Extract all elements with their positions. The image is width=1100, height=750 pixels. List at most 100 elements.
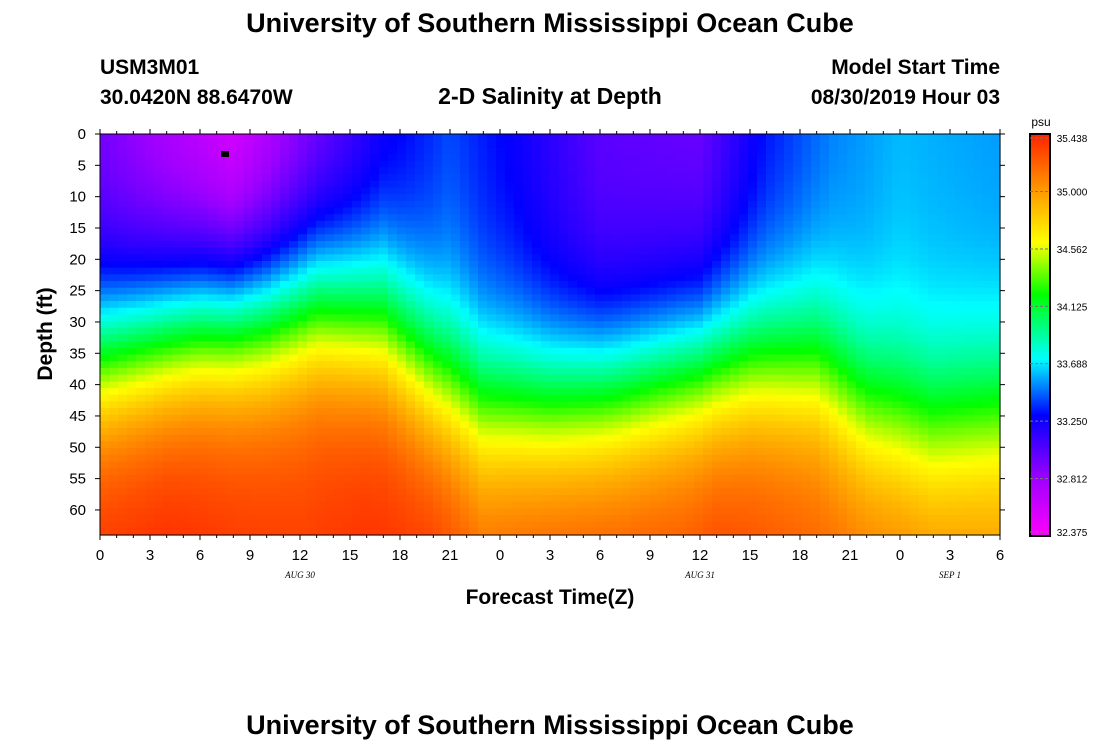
heat-cell bbox=[658, 180, 668, 189]
heat-cell bbox=[631, 381, 641, 389]
heat-cell bbox=[577, 341, 587, 349]
heat-cell bbox=[289, 421, 299, 429]
heat-cell bbox=[595, 187, 605, 195]
heat-cell bbox=[649, 448, 659, 456]
heat-cell bbox=[487, 314, 497, 322]
heat-cell bbox=[793, 301, 803, 309]
heat-cell bbox=[199, 281, 209, 289]
heat-cell bbox=[388, 214, 398, 222]
heat-cell bbox=[235, 180, 245, 189]
heat-cell bbox=[766, 140, 776, 148]
heat-cell bbox=[235, 227, 245, 235]
heat-cell bbox=[181, 301, 191, 309]
heat-cell bbox=[334, 301, 344, 309]
heat-cell bbox=[325, 160, 335, 169]
heat-cell bbox=[568, 134, 578, 142]
heat-cell bbox=[118, 481, 128, 489]
heat-cell bbox=[577, 140, 587, 148]
heat-cell bbox=[172, 327, 182, 336]
heat-cell bbox=[766, 468, 776, 476]
heat-cell bbox=[298, 501, 308, 509]
heat-cell bbox=[478, 307, 488, 316]
heat-cell bbox=[712, 267, 722, 275]
heat-cell bbox=[145, 474, 155, 483]
heat-cell bbox=[703, 501, 713, 509]
heat-cell bbox=[586, 374, 596, 382]
heat-cell bbox=[172, 260, 182, 269]
heat-cell bbox=[307, 260, 317, 269]
heat-cell bbox=[361, 321, 371, 329]
heat-cell bbox=[190, 160, 200, 169]
heat-cell bbox=[514, 401, 524, 409]
heat-cell bbox=[604, 387, 614, 396]
heat-cell bbox=[712, 468, 722, 476]
heat-cell bbox=[271, 521, 281, 529]
heat-cell bbox=[721, 387, 731, 396]
heat-cell bbox=[244, 274, 254, 282]
heat-cell bbox=[748, 434, 758, 443]
heat-cell bbox=[496, 220, 506, 229]
heat-cell bbox=[244, 468, 254, 476]
heat-cell bbox=[451, 481, 461, 489]
heat-cell bbox=[505, 521, 515, 529]
heat-cell bbox=[118, 488, 128, 496]
heat-cell bbox=[802, 180, 812, 189]
heat-cell bbox=[622, 240, 632, 249]
heat-cell bbox=[568, 187, 578, 195]
heat-cell bbox=[406, 167, 416, 175]
heat-cell bbox=[415, 488, 425, 496]
heat-cell bbox=[325, 521, 335, 529]
heat-cell bbox=[397, 401, 407, 409]
heat-cell bbox=[478, 501, 488, 509]
heat-cell bbox=[262, 154, 272, 162]
heat-cell bbox=[253, 394, 263, 402]
heat-cell bbox=[442, 508, 452, 516]
heat-cell bbox=[748, 334, 758, 342]
heat-cell bbox=[739, 294, 749, 302]
heat-cell bbox=[307, 287, 317, 295]
heat-cell bbox=[118, 274, 128, 282]
heat-cell bbox=[100, 454, 110, 463]
heat-cell bbox=[307, 220, 317, 229]
heat-cell bbox=[631, 174, 641, 182]
heat-cell bbox=[127, 321, 137, 329]
heat-cell bbox=[244, 374, 254, 382]
heat-cell bbox=[559, 234, 569, 242]
heat-cell bbox=[424, 307, 434, 316]
heat-cell bbox=[595, 441, 605, 449]
heat-cell bbox=[154, 434, 164, 443]
heat-cell bbox=[298, 408, 308, 416]
heat-cell bbox=[172, 214, 182, 222]
heat-cell bbox=[199, 381, 209, 389]
heat-cell bbox=[568, 267, 578, 275]
heat-cell bbox=[586, 220, 596, 229]
heat-cell bbox=[766, 454, 776, 463]
heat-cell bbox=[379, 294, 389, 302]
heat-cell bbox=[424, 134, 434, 142]
heat-cell bbox=[757, 294, 767, 302]
heat-cell bbox=[478, 194, 488, 202]
heat-cell bbox=[487, 134, 497, 142]
heat-cell bbox=[145, 528, 155, 536]
heat-cell bbox=[523, 154, 533, 162]
heat-cell bbox=[559, 468, 569, 476]
heat-cell bbox=[694, 167, 704, 175]
heat-cell bbox=[226, 281, 236, 289]
heat-cell bbox=[460, 414, 470, 422]
heat-cell bbox=[262, 367, 272, 376]
heat-cell bbox=[271, 454, 281, 463]
heat-cell bbox=[235, 287, 245, 295]
heat-cell bbox=[235, 448, 245, 456]
heat-cell bbox=[631, 260, 641, 269]
heat-cell bbox=[271, 374, 281, 382]
heat-cell bbox=[190, 240, 200, 249]
heat-cell bbox=[829, 254, 839, 262]
heat-cell bbox=[739, 501, 749, 509]
heat-cell bbox=[739, 301, 749, 309]
heat-cell bbox=[667, 347, 677, 356]
heat-cell bbox=[775, 521, 785, 529]
heat-cell bbox=[631, 474, 641, 483]
heat-cell bbox=[127, 401, 137, 409]
heat-cell bbox=[145, 301, 155, 309]
heat-cell bbox=[676, 314, 686, 322]
